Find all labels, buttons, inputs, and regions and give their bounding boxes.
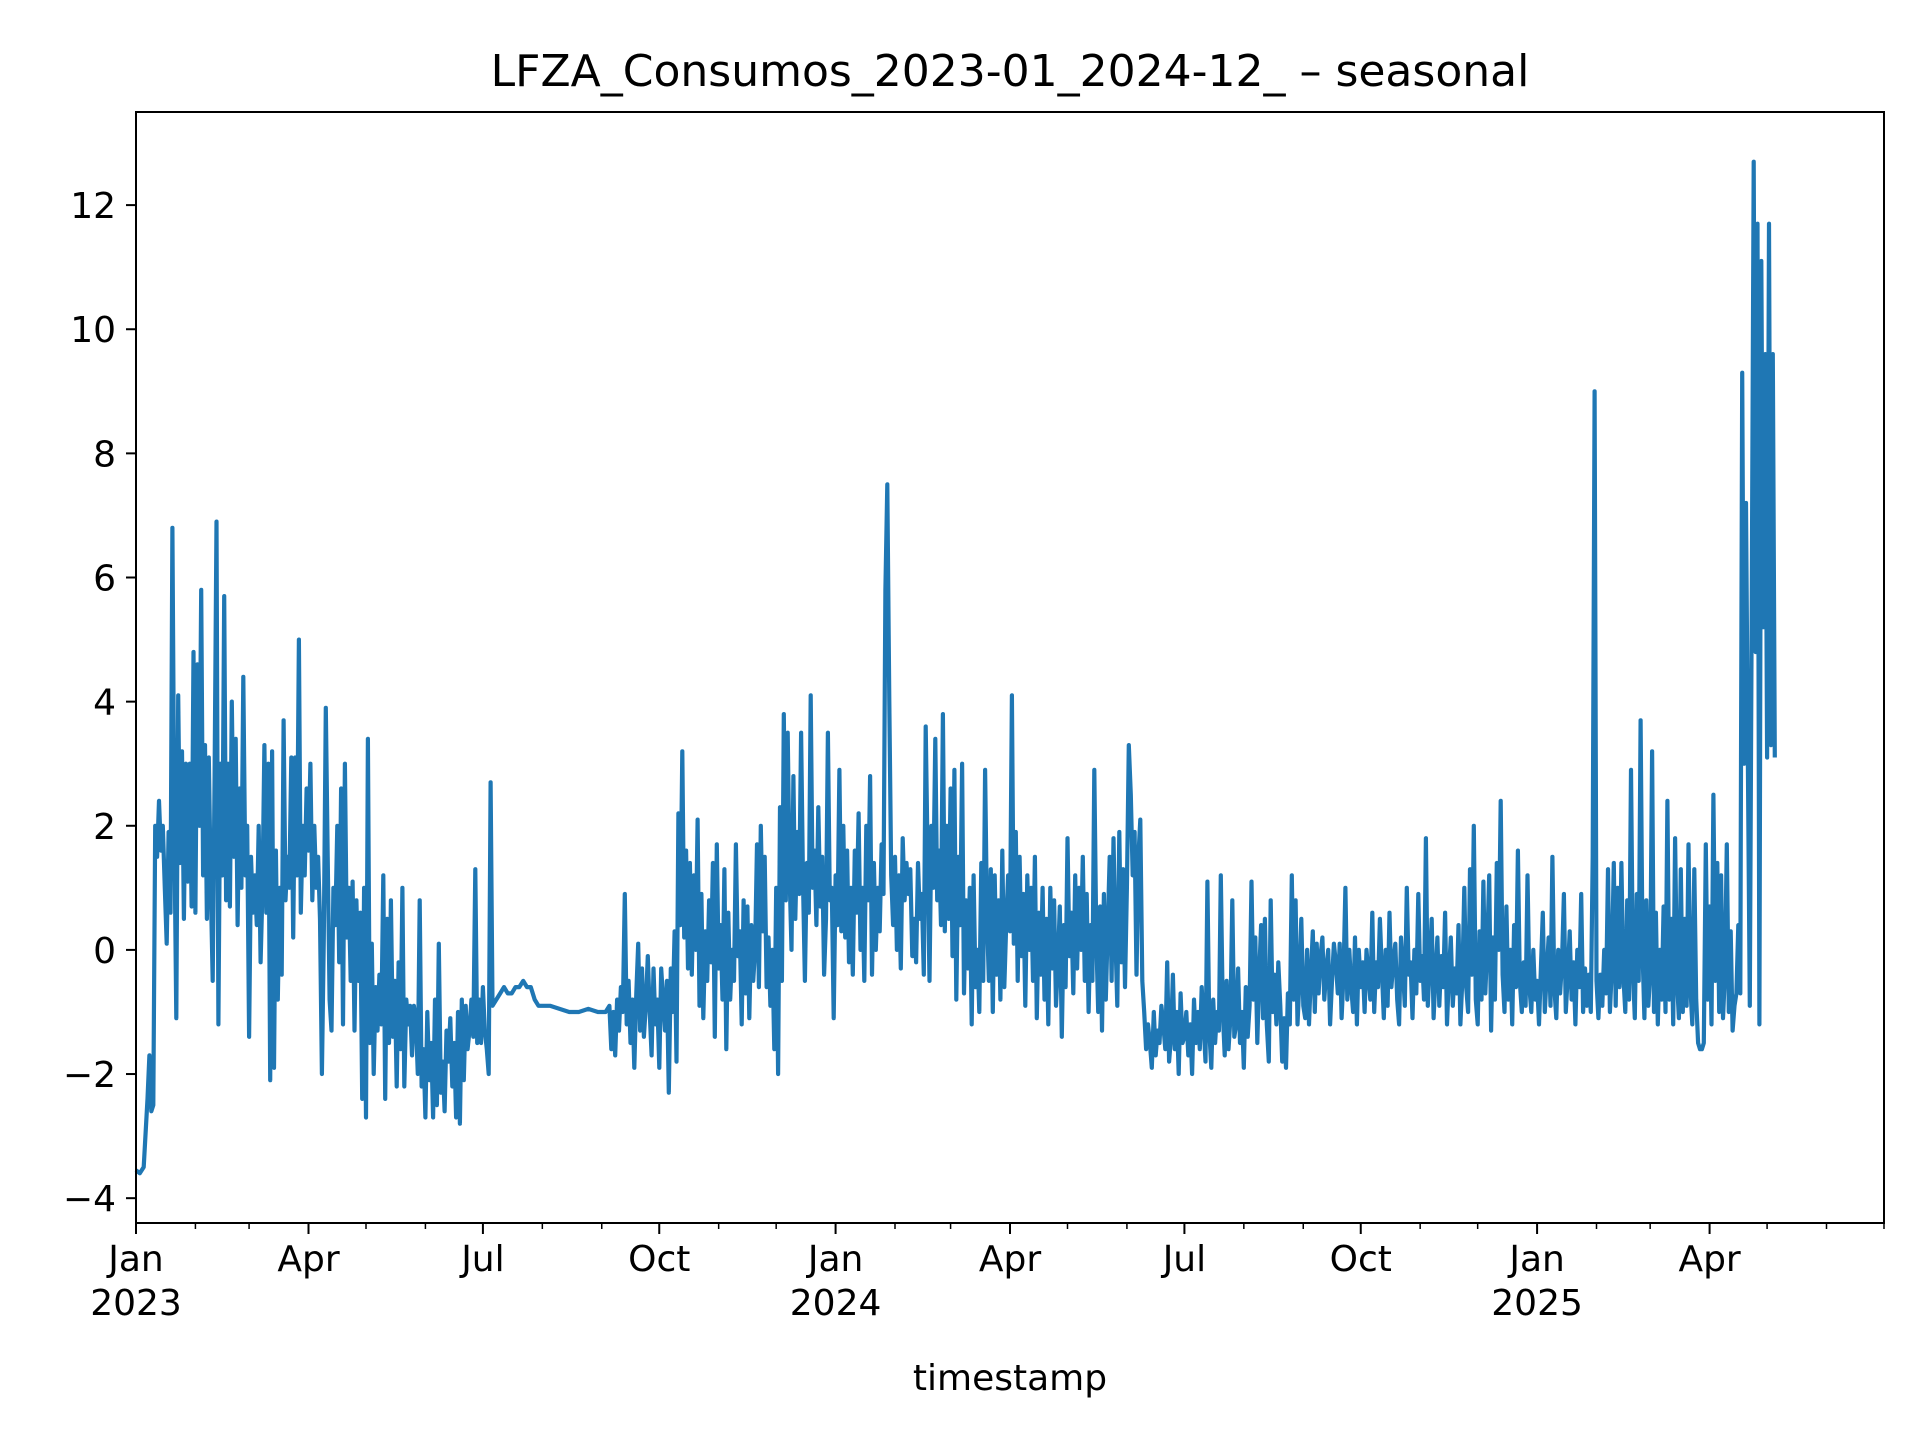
x-tick-label: Jul <box>459 1239 504 1280</box>
y-tick-label: −4 <box>63 1179 116 1220</box>
x-tick-label: Apr <box>1678 1239 1740 1280</box>
chart-title: LFZA_Consumos_2023-01_2024-12_ – seasona… <box>491 46 1530 97</box>
x-tick-year-label: 2025 <box>1491 1283 1583 1324</box>
x-axis-label: timestamp <box>913 1358 1107 1399</box>
y-tick-label: 10 <box>70 310 116 351</box>
x-tick-label: Oct <box>628 1239 690 1280</box>
x-tick-label: Oct <box>1330 1239 1392 1280</box>
seasonal-series-line <box>134 159 1777 1176</box>
x-tick-label: Jan <box>806 1239 864 1280</box>
y-tick-label: 8 <box>93 434 116 475</box>
x-tick-label: Jan <box>1507 1239 1565 1280</box>
x-tick-label: Apr <box>979 1239 1041 1280</box>
x-tick-year-label: 2024 <box>790 1283 882 1324</box>
y-axis: −4 −2 0 2 4 6 8 10 12 <box>63 186 136 1220</box>
y-tick-label: 6 <box>93 559 116 600</box>
plot-area <box>134 159 1777 1176</box>
x-tick-label: Jan <box>106 1239 164 1280</box>
x-tick-year-label: 2023 <box>90 1283 182 1324</box>
y-tick-label: 12 <box>70 186 116 227</box>
y-tick-label: 4 <box>93 683 116 724</box>
y-tick-label: 0 <box>93 931 116 972</box>
x-tick-label: Jul <box>1161 1239 1206 1280</box>
x-tick-label: Apr <box>277 1239 339 1280</box>
y-tick-label: −2 <box>63 1055 116 1096</box>
y-tick-label: 2 <box>93 807 116 848</box>
